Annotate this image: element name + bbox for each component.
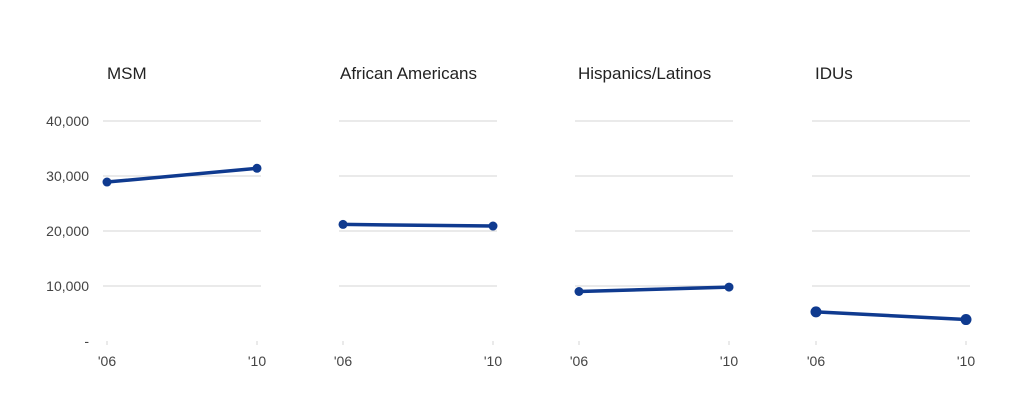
- series-line: [577, 285, 731, 294]
- y-tick-label: -: [84, 333, 89, 349]
- data-point: [102, 177, 112, 187]
- x-tick-label: '10: [484, 353, 502, 369]
- panel-title: African Americans: [340, 64, 477, 83]
- series-line: [814, 310, 968, 322]
- panel-title: MSM: [107, 64, 147, 83]
- data-point: [338, 219, 348, 229]
- y-tick-label: 10,000: [46, 278, 89, 294]
- x-tick-label: '06: [98, 353, 116, 369]
- series-line: [105, 166, 259, 184]
- series-line: [341, 222, 495, 228]
- x-tick-label: '10: [957, 353, 975, 369]
- data-point: [252, 163, 262, 173]
- data-point: [810, 306, 822, 318]
- data-point: [488, 221, 498, 231]
- data-point: [724, 282, 734, 292]
- x-tick-label: '06: [807, 353, 825, 369]
- y-tick-label: 40,000: [46, 113, 89, 129]
- x-tick-label: '10: [720, 353, 738, 369]
- x-tick-label: '06: [570, 353, 588, 369]
- data-point: [960, 314, 972, 326]
- x-tick-label: '06: [334, 353, 352, 369]
- y-tick-label: 20,000: [46, 223, 89, 239]
- data-point: [574, 287, 584, 296]
- panel-title: Hispanics/Latinos: [578, 64, 711, 83]
- panel-title: IDUs: [815, 64, 853, 83]
- x-tick-label: '10: [248, 353, 266, 369]
- y-tick-label: 30,000: [46, 168, 89, 184]
